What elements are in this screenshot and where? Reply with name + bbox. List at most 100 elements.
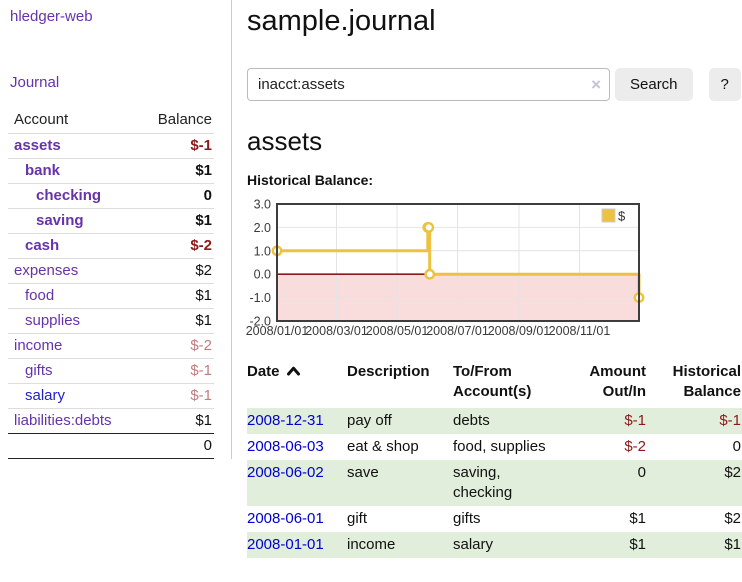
sidebar-item-journal[interactable]: Journal xyxy=(10,74,60,91)
transaction-accounts: food, supplies xyxy=(453,438,546,455)
register-header-accounts: To/From Account(s) xyxy=(453,360,565,408)
account-row: bank $1 xyxy=(8,158,214,184)
accounts-total-spacer xyxy=(8,433,138,459)
account-balance: $1 xyxy=(137,408,214,434)
data-point-marker xyxy=(423,222,435,233)
account-name-cell: cash xyxy=(8,233,138,259)
accounts-header-balance: Balance xyxy=(137,107,214,134)
transaction-row: 2008-12-31 pay off debts $-1 $-1 xyxy=(247,408,742,434)
sidebar: hledger-web Journal Account Balance asse… xyxy=(0,0,232,459)
register-header-description: Description xyxy=(347,360,453,408)
clear-search-icon[interactable]: × xyxy=(591,74,601,94)
transaction-accounts: debts xyxy=(453,408,565,434)
transaction-description: eat & shop xyxy=(347,438,419,455)
transaction-date-cell: 2008-06-02 xyxy=(247,460,347,506)
account-row: cash $-2 xyxy=(8,233,214,259)
x-axis-tick-label: 2008/01/01 xyxy=(246,324,309,338)
transaction-date-link[interactable]: 2008-06-02 xyxy=(247,464,324,481)
sidebar-account-link-supplies[interactable]: supplies xyxy=(25,312,81,329)
sort-ascending-icon[interactable] xyxy=(286,363,301,383)
account-balance: $1 xyxy=(137,208,214,234)
sidebar-account-link-salary[interactable]: salary xyxy=(25,387,66,404)
account-row: income $-2 xyxy=(8,333,214,359)
sidebar-account-link-bank[interactable]: bank xyxy=(25,162,61,179)
sidebar-account-link-gifts[interactable]: gifts xyxy=(25,362,53,379)
app-title-link[interactable]: hledger-web xyxy=(10,8,93,25)
transaction-date-cell: 2008-06-01 xyxy=(247,506,347,532)
transaction-amount: $1 xyxy=(629,510,646,527)
accounts-total-row: 0 xyxy=(8,433,214,459)
account-row: saving $1 xyxy=(8,208,214,234)
transaction-row: 2008-06-02 save saving, checking 0 $2 xyxy=(247,460,742,506)
account-name-cell: food xyxy=(8,283,138,309)
legend-swatch xyxy=(601,208,616,223)
account-balance: $-1 xyxy=(137,383,214,409)
account-row: gifts $-1 xyxy=(8,358,214,384)
account-balance: $-1 xyxy=(190,137,212,154)
account-name-cell: income xyxy=(8,333,138,359)
account-balance: $2 xyxy=(137,258,214,284)
sidebar-account-link-expenses[interactable]: expenses xyxy=(14,262,79,279)
transaction-accounts: salary xyxy=(453,532,565,558)
y-axis-tick-label: -2.0 xyxy=(249,315,271,329)
transaction-row: 2008-01-01 income salary $1 $1 xyxy=(247,532,742,558)
sidebar-account-link-cash[interactable]: cash xyxy=(25,237,60,254)
sidebar-account-link-income[interactable]: income xyxy=(14,337,63,354)
register-header-amount: Amount Out/In xyxy=(565,360,650,408)
search-form: × Search ? xyxy=(247,68,742,101)
transaction-date-cell: 2008-06-03 xyxy=(247,434,347,460)
register-header-amount-line2: Out/In xyxy=(602,383,646,400)
transaction-date-link[interactable]: 2008-01-01 xyxy=(247,536,324,553)
register-header-amount-line1: Amount xyxy=(589,363,646,380)
sidebar-account-link-checking[interactable]: checking xyxy=(36,187,102,204)
register-header-balance: Historical Balance xyxy=(650,360,742,408)
account-name-cell: saving xyxy=(8,208,138,234)
transaction-description: gift xyxy=(347,510,368,527)
search-input[interactable] xyxy=(247,68,610,101)
account-row: supplies $1 xyxy=(8,308,214,334)
account-name-cell: supplies xyxy=(8,308,138,334)
account-row: assets $-1 xyxy=(8,134,214,159)
account-balance: $1 xyxy=(137,308,214,334)
accounts-header-row: Account Balance xyxy=(8,107,214,134)
account-balance: $1 xyxy=(137,158,214,184)
account-name-cell: bank xyxy=(8,158,138,184)
transaction-date-link[interactable]: 2008-12-31 xyxy=(247,412,324,429)
sidebar-account-link-liabilities-debts[interactable]: liabilities:debts xyxy=(14,412,112,429)
sidebar-account-link-food[interactable]: food xyxy=(25,287,55,304)
account-name-cell: liabilities:debts xyxy=(8,408,138,434)
transaction-date-link[interactable]: 2008-06-03 xyxy=(247,438,324,455)
y-axis-tick-label: -1.0 xyxy=(249,291,271,305)
transaction-accounts: gifts xyxy=(453,510,481,527)
transaction-date-cell: 2008-12-31 xyxy=(247,408,347,434)
accounts-total-value: 0 xyxy=(137,433,214,459)
sidebar-account-link-saving[interactable]: saving xyxy=(36,212,84,229)
transaction-amount: $-2 xyxy=(624,438,646,455)
x-axis-tick-label: 2008/11/01 xyxy=(549,324,611,338)
transaction-date-link[interactable]: 2008-06-01 xyxy=(247,510,324,527)
x-axis-tick-label: 2008/07/01 xyxy=(426,324,489,338)
search-button[interactable]: Search xyxy=(615,68,693,101)
transaction-balance: $1 xyxy=(650,532,742,558)
y-axis-tick-label: 3.0 xyxy=(254,199,271,212)
transaction-balance: 0 xyxy=(732,438,741,455)
y-axis-tick-label: 2.0 xyxy=(254,221,271,235)
register-table: Date Description To/From Account(s) Amou… xyxy=(247,360,742,558)
account-row: food $1 xyxy=(8,283,214,309)
register-header-accounts-line1: To/From xyxy=(453,363,512,380)
transaction-amount: $-1 xyxy=(565,408,650,434)
register-header-description-label: Description xyxy=(347,363,430,380)
account-row: salary $-1 xyxy=(8,383,214,409)
account-name-cell: expenses xyxy=(8,258,138,284)
account-name-cell: gifts xyxy=(8,358,138,384)
plot-border xyxy=(276,203,640,322)
help-button[interactable]: ? xyxy=(708,68,741,101)
register-header-row: Date Description To/From Account(s) Amou… xyxy=(247,360,742,408)
register-header-date-label: Date xyxy=(247,363,280,380)
account-balance: $1 xyxy=(137,283,214,309)
account-balance: $-2 xyxy=(137,233,214,259)
register-header-date[interactable]: Date xyxy=(247,360,347,408)
register-header-accounts-line2: Account(s) xyxy=(453,383,532,400)
account-name-cell: checking xyxy=(8,183,138,209)
sidebar-account-link-assets[interactable]: assets xyxy=(14,137,61,154)
